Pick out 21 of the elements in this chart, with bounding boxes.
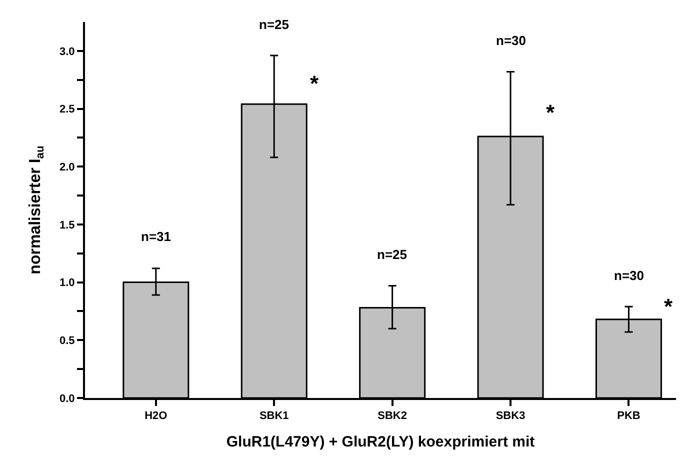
y-tick-label: 2.5 xyxy=(60,104,75,116)
annotation: n=25 xyxy=(259,17,289,32)
annotation: n=30 xyxy=(496,33,526,48)
y-tick-label: 0.5 xyxy=(60,335,75,347)
y-tick-label: 1.5 xyxy=(60,219,75,232)
annotation: n=25 xyxy=(377,247,407,262)
x-tick-label: SBK2 xyxy=(378,410,407,422)
y-tick-label: 2.0 xyxy=(60,161,75,174)
annotation: n=31 xyxy=(141,229,171,244)
x-tick-label: H2O xyxy=(144,410,168,422)
x-tick-label: SBK3 xyxy=(496,410,526,422)
x-tick-label: SBK1 xyxy=(259,410,289,422)
y-tick-label: 1.0 xyxy=(60,277,75,290)
annotation: * xyxy=(310,71,319,96)
annotation: * xyxy=(546,100,555,125)
annotation: * xyxy=(664,294,673,319)
x-tick-label: PKB xyxy=(617,410,640,422)
annotation: n=30 xyxy=(614,268,644,283)
y-tick-label: 0.0 xyxy=(60,392,75,405)
x-axis-title: GluR1(L479Y) + GluR2(LY) koexprimiert mit xyxy=(226,434,535,451)
y-tick-label: 3.0 xyxy=(60,46,75,58)
